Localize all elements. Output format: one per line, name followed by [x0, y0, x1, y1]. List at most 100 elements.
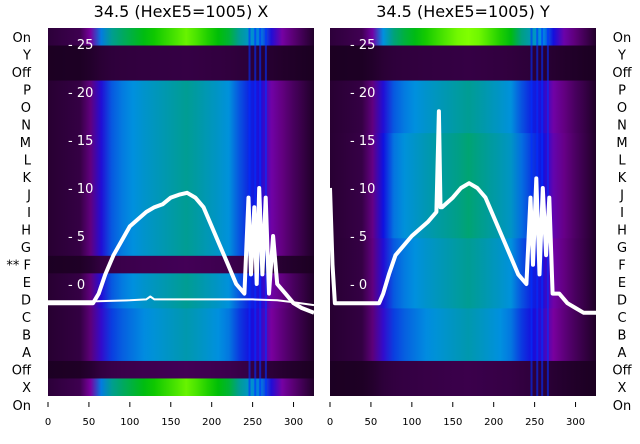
row-label: J	[619, 188, 624, 203]
x-tick-label: 300	[566, 417, 585, 428]
x-tick-label: 200	[484, 417, 503, 428]
row-label: N	[617, 118, 627, 133]
series-line-baseline	[48, 295, 314, 307]
chart-title: 34.5 (HexE5=1005) Y	[376, 2, 550, 21]
y-tick-label: - 10	[350, 182, 375, 197]
heatmap-row	[48, 325, 314, 344]
row-label: On	[13, 31, 31, 46]
y-tick-label: - 25	[350, 38, 375, 53]
heatmap-row	[330, 308, 596, 327]
x-tick-label: 50	[83, 417, 96, 428]
heatmap-row	[330, 255, 596, 274]
row-label: E	[23, 276, 31, 291]
y-tick-label: - 25	[68, 38, 93, 53]
heatmap-row	[330, 115, 596, 134]
row-label: C	[617, 311, 626, 326]
heatmap-row	[48, 98, 314, 117]
x-tick-label: 200	[202, 417, 221, 428]
row-label: A	[22, 346, 31, 361]
heatmap-row	[330, 45, 596, 64]
heatmap-row	[48, 45, 314, 64]
heatmap-row	[330, 273, 596, 292]
row-label: K	[22, 171, 31, 186]
row-label: J	[26, 188, 31, 203]
x-tick-label: 0	[45, 417, 51, 428]
row-label: A	[618, 346, 627, 361]
heatmap-row	[48, 378, 314, 396]
heatmap-row	[330, 378, 596, 396]
row-label: P	[618, 83, 626, 98]
row-label: Off	[12, 364, 32, 379]
row-label: B	[618, 329, 627, 344]
row-label: L	[618, 153, 626, 168]
heatmap-row	[48, 203, 314, 222]
heatmap-row	[330, 63, 596, 82]
row-label: O	[21, 101, 31, 116]
heatmap-row	[330, 290, 596, 309]
heatmap-row	[48, 63, 314, 82]
panel-y: 34.5 (HexE5=1005) Y 0 50 100 150 200 250 300 - 0…	[327, 2, 633, 428]
series-line-main	[330, 109, 596, 315]
row-label: Y	[22, 48, 31, 63]
row-label: Y	[617, 48, 626, 63]
heatmap	[330, 28, 596, 414]
heatmap-row	[330, 396, 596, 414]
row-label: On	[613, 31, 631, 46]
heatmap-row	[330, 133, 596, 152]
row-label: Off	[12, 66, 32, 81]
row-label: B	[22, 329, 31, 344]
heatmap-row	[48, 115, 314, 134]
heatmap-row	[330, 98, 596, 117]
row-label: Off	[612, 364, 632, 379]
x-tick-label: 100	[402, 417, 421, 428]
row-label: On	[13, 399, 31, 414]
chart-title: 34.5 (HexE5=1005) X	[94, 2, 269, 21]
x-tick-label: 100	[120, 417, 139, 428]
row-label: M	[20, 136, 31, 151]
row-label: E	[618, 276, 626, 291]
row-label: M	[616, 136, 627, 151]
x-tick-label: 250	[525, 417, 544, 428]
y-tick-label: - 5	[350, 230, 367, 245]
heatmap-row	[48, 360, 314, 379]
heatmap-row	[330, 238, 596, 257]
row-label: P	[23, 83, 31, 98]
heatmap-row	[48, 308, 314, 327]
heatmap-row	[48, 273, 314, 292]
heatmap-row	[330, 220, 596, 239]
row-label: G	[617, 241, 627, 256]
y-tick-label: - 15	[68, 134, 93, 149]
y-tick-label: - 15	[350, 134, 375, 149]
heatmap-row	[48, 168, 314, 187]
heatmap-row	[330, 325, 596, 344]
row-label: D	[21, 294, 31, 309]
y-tick-label: - 20	[68, 86, 93, 101]
heatmap-row	[48, 28, 314, 47]
row-label: H	[21, 224, 31, 239]
heatmap-row	[330, 343, 596, 362]
row-label: ** F	[6, 259, 31, 274]
row-label: F	[618, 259, 625, 274]
heatmap-row	[330, 28, 596, 47]
row-label: Off	[612, 66, 632, 81]
heatmap-row	[330, 150, 596, 169]
y-tick-label: - 5	[68, 230, 85, 245]
x-tick-label: 300	[284, 417, 303, 428]
row-label: H	[617, 224, 627, 239]
series-line-main	[48, 186, 314, 315]
panel-x: 34.5 (HexE5=1005) X 0 50 100 150 200 250 300 - 0…	[6, 2, 314, 428]
row-label: C	[22, 311, 31, 326]
x-tick-label: 0	[327, 417, 333, 428]
y-tick-label: - 0	[350, 278, 367, 293]
row-label: D	[617, 294, 627, 309]
heatmap-row	[330, 203, 596, 222]
heatmap-row	[330, 168, 596, 187]
x-tick-label: 150	[161, 417, 180, 428]
row-label: On	[613, 399, 631, 414]
heatmap-row	[330, 80, 596, 99]
row-label: G	[21, 241, 31, 256]
x-tick-label: 250	[243, 417, 262, 428]
heatmap-row	[48, 133, 314, 152]
row-label: X	[22, 381, 31, 396]
